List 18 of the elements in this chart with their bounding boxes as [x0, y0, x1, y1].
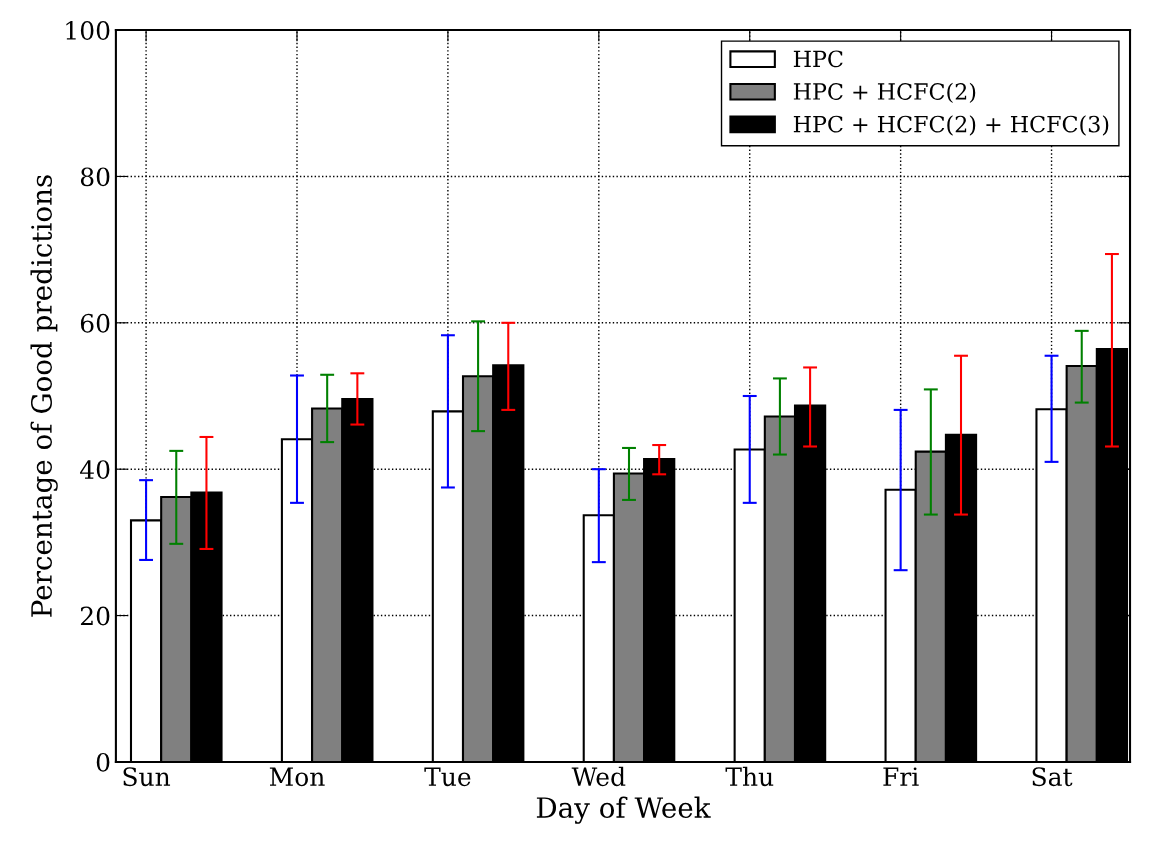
legend-label: HPC + HCFC(2) + HCFC(3): [793, 115, 1109, 136]
x-tick-label: Fri: [883, 767, 919, 786]
legend-label: HPC: [793, 50, 843, 68]
x-tick-label: Thu: [725, 766, 774, 787]
legend-label: HPC + HCFC(2): [793, 82, 976, 104]
x-tick-label: Sun: [123, 767, 171, 787]
y-tick-label: 100: [66, 21, 110, 40]
y-tick-label: 0: [96, 752, 110, 772]
y-tick-label: 80: [80, 167, 110, 187]
y-tick-label: 40: [80, 460, 110, 480]
y-tick-label: 20: [80, 606, 110, 626]
x-tick-label: Mon: [269, 767, 325, 787]
x-tick-label: Sat: [1032, 767, 1073, 787]
x-tick-label: Wed: [571, 766, 626, 787]
x-tick-label: Tue: [424, 767, 471, 787]
y-axis-title: Percentage of Good predictions: [30, 175, 58, 617]
y-tick-label: 60: [80, 313, 110, 333]
x-axis-title: Day of Week: [536, 796, 711, 824]
